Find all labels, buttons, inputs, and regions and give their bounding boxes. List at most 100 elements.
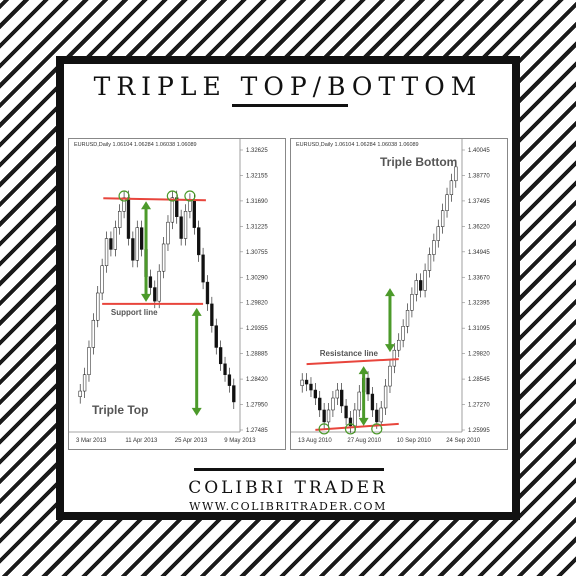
- bearish-candle: [109, 238, 113, 250]
- bearish-candle: [223, 363, 227, 375]
- resistance-line: [306, 358, 399, 366]
- bullish-candle: [357, 391, 361, 411]
- support-line-label: Support line: [111, 308, 158, 317]
- bullish-candle: [397, 339, 401, 351]
- bullish-candle: [405, 310, 410, 327]
- infographic-frame: TRIPLE TOP/BOTTOM EURUSD,Daily 1.06104 1…: [56, 56, 520, 520]
- bullish-candle: [379, 407, 383, 423]
- y-tick-label: 1.28885: [246, 352, 268, 358]
- bearish-candle: [309, 383, 313, 391]
- bullish-candle: [414, 280, 418, 295]
- y-tick-label: 1.32395: [468, 301, 490, 307]
- bullish-candle: [96, 292, 100, 321]
- triple-bottom-chart: EURUSD,Daily 1.06104 1.06284 1.06038 1.0…: [290, 138, 508, 450]
- title-underline: [232, 104, 348, 107]
- bullish-candle: [454, 166, 458, 182]
- bearish-candle: [366, 377, 370, 395]
- bullish-candle: [388, 365, 392, 387]
- arrow-head-down: [358, 417, 369, 426]
- bullish-candle: [161, 243, 166, 272]
- bullish-candle: [78, 390, 82, 397]
- bullish-candle: [135, 227, 139, 261]
- chart-header: EURUSD,Daily 1.06104 1.06284 1.06038 1.0…: [74, 142, 197, 148]
- y-tick-label: 1.31225: [246, 224, 268, 230]
- bearish-candle: [218, 347, 223, 365]
- bullish-candle: [170, 197, 175, 223]
- bearish-candle: [148, 276, 153, 288]
- arrow-head-up: [358, 366, 369, 375]
- y-tick-label: 1.33670: [468, 275, 490, 281]
- bullish-candle: [87, 347, 91, 375]
- arrow-head-up: [384, 288, 395, 297]
- bearish-candle: [344, 405, 348, 419]
- y-tick-label: 1.27950: [246, 403, 268, 409]
- top-marker-circle: [118, 190, 130, 202]
- chart-border: [68, 138, 286, 450]
- x-tick-label: 11 Apr 2013: [125, 438, 158, 444]
- bullish-candle: [410, 294, 414, 311]
- page-title: TRIPLE TOP/BOTTOM: [93, 72, 483, 101]
- brand-name: COLIBRI TRADER: [188, 478, 388, 498]
- y-tick-label: 1.27485: [246, 428, 268, 434]
- bullish-candle: [91, 319, 96, 348]
- bearish-candle: [227, 374, 232, 386]
- pattern-annotation: Triple Top: [92, 403, 148, 417]
- bearish-candle: [232, 385, 236, 403]
- y-tick-label: 1.32155: [246, 173, 268, 179]
- bullish-candle: [326, 409, 331, 423]
- arrow-head-down: [191, 407, 202, 416]
- triple-top-chart: EURUSD,Daily 1.06104 1.06284 1.06038 1.0…: [68, 138, 286, 450]
- bottom-marker-circle: [318, 423, 330, 435]
- bullish-candle: [118, 211, 122, 228]
- arrow-head-down: [141, 293, 152, 302]
- bullish-candle: [423, 270, 427, 291]
- bullish-candle: [436, 226, 440, 241]
- x-tick-label: 3 Mar 2013: [76, 438, 107, 444]
- y-tick-label: 1.36220: [468, 224, 490, 230]
- y-tick-label: 1.34945: [468, 250, 490, 256]
- bullish-candle: [100, 265, 104, 294]
- bullish-candle: [445, 194, 449, 211]
- bearish-candle: [139, 227, 144, 250]
- x-tick-label: 13 Aug 2010: [298, 438, 332, 444]
- bullish-candle: [113, 227, 117, 250]
- bearish-candle: [318, 397, 322, 411]
- chart-border: [290, 138, 508, 450]
- brand-url: WWW.COLIBRITRADER.COM: [189, 500, 387, 513]
- bearish-candle: [201, 254, 205, 283]
- resistance-line-label: Resistance line: [320, 349, 379, 358]
- y-tick-label: 1.31690: [246, 199, 268, 205]
- top-marker-circle: [166, 190, 178, 202]
- x-tick-label: 25 Apr 2013: [175, 438, 208, 444]
- bullish-candle: [401, 326, 405, 341]
- y-tick-label: 1.40045: [468, 148, 490, 154]
- bearish-candle: [153, 287, 157, 302]
- bearish-candle: [126, 197, 131, 239]
- bearish-candle: [214, 325, 218, 348]
- brand-divider: [194, 468, 384, 471]
- y-tick-label: 1.28420: [246, 377, 268, 383]
- arrow-head-up: [191, 307, 202, 316]
- bullish-candle: [188, 200, 192, 212]
- bearish-candle: [205, 281, 210, 305]
- bullish-candle: [122, 197, 126, 212]
- bullish-candle: [449, 180, 454, 195]
- bullish-candle: [157, 270, 161, 302]
- bottom-marker-circle: [344, 423, 357, 435]
- chart-header: EURUSD,Daily 1.06104 1.06284 1.06038 1.0…: [296, 142, 419, 148]
- y-tick-label: 1.37495: [468, 199, 490, 205]
- y-tick-label: 1.25995: [468, 428, 490, 434]
- bullish-candle: [440, 210, 445, 227]
- bullish-candle: [383, 385, 388, 409]
- bottom-marker-circle: [371, 423, 383, 435]
- bearish-candle: [370, 393, 375, 411]
- bullish-candle: [331, 397, 335, 411]
- pattern-annotation: Triple Bottom: [380, 155, 457, 169]
- y-tick-label: 1.38770: [468, 173, 490, 179]
- x-tick-label: 24 Sep 2010: [446, 438, 481, 444]
- bullish-candle: [82, 374, 87, 392]
- bullish-candle: [427, 254, 432, 271]
- bullish-candle: [166, 221, 170, 245]
- bullish-candle: [392, 349, 397, 367]
- y-tick-label: 1.30755: [246, 250, 268, 256]
